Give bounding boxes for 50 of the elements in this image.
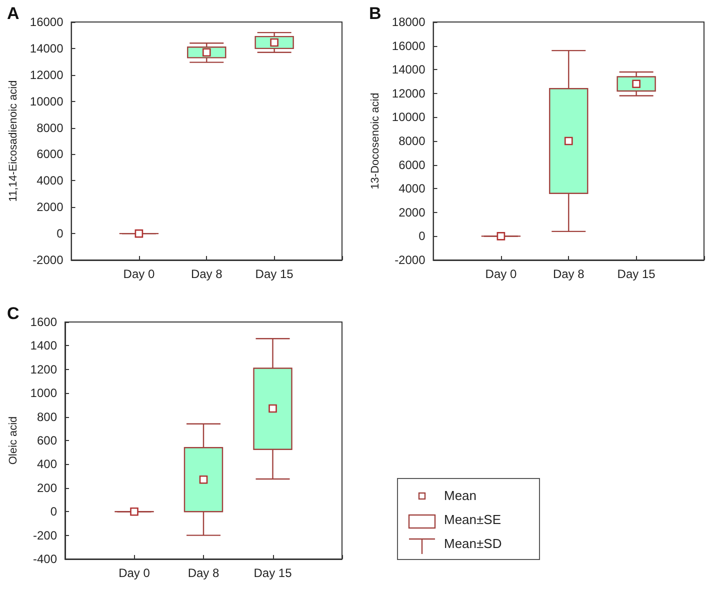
y-tick-label: 14000 bbox=[392, 62, 426, 77]
y-tick-label: 600 bbox=[36, 434, 58, 448]
y-tick-label: 1600 bbox=[30, 315, 58, 329]
y-tick-label: 6000 bbox=[398, 158, 426, 172]
x-tick-label: Day 0 bbox=[485, 267, 517, 281]
y-axis-title: Oleic acid bbox=[8, 416, 20, 465]
y-axis-title: 13-Docosenoic acid bbox=[370, 92, 382, 190]
chart-title: B bbox=[369, 4, 382, 23]
y-tick-label: 1400 bbox=[30, 338, 58, 353]
y-tick-label: 16000 bbox=[392, 38, 426, 53]
y-tick-label: 400 bbox=[36, 457, 58, 472]
x-tick-label: Day 8 bbox=[552, 267, 585, 281]
y-tick-label: 1200 bbox=[30, 362, 58, 376]
y-tick-label: 16000 bbox=[30, 15, 64, 29]
y-tick-label: -2000 bbox=[32, 253, 64, 267]
y-tick-label: 8000 bbox=[398, 134, 426, 148]
y-tick-label: -2000 bbox=[394, 253, 426, 267]
text: Mean±SE bbox=[444, 512, 501, 527]
y-tick-label: 8000 bbox=[36, 120, 64, 135]
y-tick-label: 18000 bbox=[392, 15, 426, 29]
text: Mean bbox=[444, 488, 477, 503]
y-tick-label: -200 bbox=[32, 528, 58, 542]
y-tick-label: 10000 bbox=[392, 110, 426, 124]
y-tick-label: 6000 bbox=[36, 147, 64, 162]
y-tick-label: -400 bbox=[32, 552, 58, 566]
x-tick-label: Day 0 bbox=[123, 267, 155, 281]
y-tick-label: 4000 bbox=[36, 174, 64, 188]
chart-title: C bbox=[7, 304, 20, 323]
y-tick-label: 2000 bbox=[398, 205, 426, 220]
x-tick-label: Day 0 bbox=[118, 566, 150, 580]
text: Mean±SD bbox=[444, 536, 502, 551]
y-tick-label: 10000 bbox=[30, 94, 64, 108]
x-tick-label: Day 15 bbox=[617, 267, 656, 281]
y-tick-label: 2000 bbox=[36, 200, 64, 214]
y-tick-label: 0 bbox=[418, 229, 426, 244]
chart-title: A bbox=[7, 4, 20, 23]
x-tick-label: Day 8 bbox=[188, 566, 220, 580]
x-tick-label: Day 15 bbox=[254, 566, 292, 580]
x-tick-label: Day 8 bbox=[190, 267, 223, 281]
y-tick-label: 1000 bbox=[30, 386, 58, 400]
y-tick-label: 12000 bbox=[30, 68, 64, 82]
y-tick-label: 12000 bbox=[392, 86, 426, 100]
y-tick-label: 0 bbox=[56, 226, 64, 241]
y-tick-label: 800 bbox=[36, 410, 58, 424]
x-tick-label: Day 15 bbox=[255, 267, 294, 281]
y-tick-label: 14000 bbox=[30, 41, 64, 56]
y-tick-label: 0 bbox=[50, 504, 58, 519]
y-axis-title: 11,14-Eicosadienoic acid bbox=[8, 80, 20, 202]
y-tick-label: 200 bbox=[36, 480, 58, 495]
y-tick-label: 4000 bbox=[398, 182, 426, 196]
